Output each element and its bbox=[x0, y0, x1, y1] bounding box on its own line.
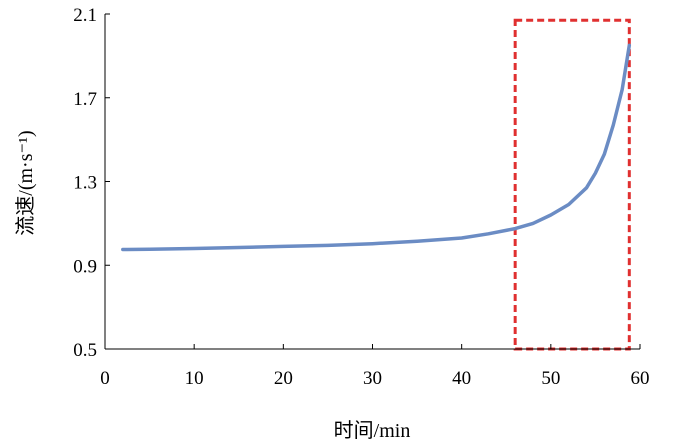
annotations bbox=[513, 18, 631, 351]
y-axis-title: 流速/(m·s⁻¹) bbox=[14, 130, 37, 235]
series-line bbox=[121, 43, 632, 252]
x-tick-label: 10 bbox=[185, 368, 204, 389]
x-tick-label: 30 bbox=[363, 368, 382, 389]
y-tick-label: 1.7 bbox=[73, 89, 97, 110]
x-tick-label: 60 bbox=[631, 368, 650, 389]
series-layer bbox=[121, 43, 632, 252]
x-tick-label: 50 bbox=[541, 368, 560, 389]
y-tick-label: 1.3 bbox=[73, 173, 97, 194]
y-tick-label: 0.5 bbox=[73, 340, 97, 361]
y-tick-label: 2.1 bbox=[73, 5, 97, 26]
x-tick-label: 20 bbox=[274, 368, 293, 389]
x-tick-label: 0 bbox=[100, 368, 110, 389]
x-axis-title: 时间/min bbox=[334, 419, 411, 442]
axes bbox=[104, 14, 640, 350]
highlight-box bbox=[513, 18, 631, 351]
x-tick-label: 40 bbox=[452, 368, 471, 389]
x-ticks: 0 10 20 30 40 50 60 bbox=[100, 344, 650, 389]
y-tick-label: 0.9 bbox=[73, 256, 97, 277]
y-ticks: 0.5 0.9 1.3 1.7 2.1 bbox=[73, 5, 110, 361]
